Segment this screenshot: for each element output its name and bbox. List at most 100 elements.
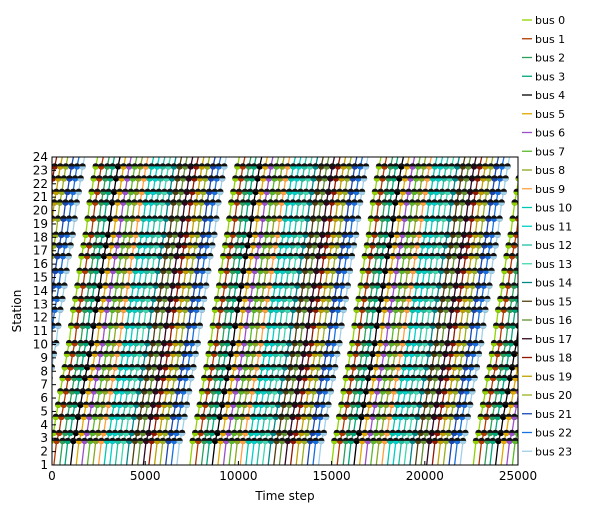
stop-marker [505,413,512,420]
stop-marker [336,231,343,238]
stop-marker [203,242,210,249]
stop-marker [361,429,368,437]
legend-item: bus 1 [522,33,565,46]
stop-marker [69,350,76,358]
stop-marker [139,295,146,303]
stop-marker [178,429,186,437]
stop-marker [455,231,462,238]
stop-marker [340,388,347,395]
stop-marker [222,350,229,358]
stop-marker [466,231,473,238]
stop-marker [286,295,293,303]
stop-marker [128,429,135,437]
stop-marker [515,252,518,260]
stop-marker [99,339,106,347]
stop-marker [492,429,499,437]
stop-marker [114,163,122,170]
stop-marker [157,215,164,222]
stop-marker [456,364,464,371]
stop-marker [81,267,89,274]
stop-marker [350,429,357,437]
stop-marker [290,306,297,313]
stop-marker [363,413,371,420]
stop-marker [241,401,248,408]
stop-marker [403,199,410,206]
legend-label: bus 21 [535,408,572,421]
stop-marker [249,388,256,395]
stop-marker [133,188,140,196]
stop-marker [523,307,529,313]
stop-marker [276,215,283,222]
stop-marker [291,339,298,347]
stop-marker [313,267,320,274]
stop-marker [180,388,187,395]
stop-marker [137,437,144,445]
stop-marker [371,401,379,408]
stop-marker [339,282,346,289]
stop-marker [520,253,526,259]
stop-marker [105,188,112,195]
stop-marker [52,242,57,249]
stop-marker [107,282,115,289]
stop-marker [268,374,275,382]
stop-marker [317,199,324,206]
stop-marker [257,339,265,347]
stop-marker [521,175,527,181]
stop-marker [131,163,138,170]
stop-marker [398,267,406,274]
stop-marker [288,175,295,182]
stop-marker [191,175,198,182]
stop-marker [420,163,427,170]
stop-marker [450,188,457,195]
stop-marker [125,413,132,420]
stop-marker [129,175,136,182]
stop-marker [427,339,434,347]
legend-item: bus 5 [522,108,565,121]
stop-marker [120,163,127,170]
stop-marker [258,188,265,195]
stop-marker [25,340,31,346]
stop-marker [108,350,115,358]
stop-marker [492,199,500,206]
stop-marker [419,282,426,289]
stop-marker [358,413,365,420]
stop-marker [271,388,278,395]
stop-marker [245,374,253,382]
stop-marker [347,413,354,420]
stop-marker [479,215,487,222]
stop-marker [359,374,366,382]
stop-marker [90,215,97,222]
stop-marker [202,282,210,289]
legend-item: bus 7 [522,145,565,158]
stop-marker [287,429,294,437]
stop-marker [196,401,203,408]
stop-marker [375,350,382,358]
stop-marker [197,282,204,289]
stop-marker [445,295,452,303]
stop-marker [169,388,176,395]
stop-marker [517,439,518,443]
stop-marker [347,350,354,358]
stop-marker [55,429,63,437]
stop-marker [442,350,449,358]
stop-marker [363,350,371,358]
stop-marker [254,215,261,222]
stop-marker [395,252,402,260]
stop-marker [247,295,254,303]
stop-marker [466,401,474,408]
stop-marker [244,413,251,420]
stop-marker [406,429,413,437]
stop-marker [101,215,108,222]
stop-marker [106,215,114,222]
stop-marker [333,282,340,289]
stop-marker [351,322,358,329]
stop-marker [223,374,230,382]
stop-marker [387,374,394,382]
stop-marker [485,215,492,222]
stop-marker [419,242,427,249]
stop-marker [524,268,530,274]
stop-marker [239,306,247,313]
stop-marker [287,252,294,260]
legend-item: bus 2 [522,52,565,65]
stop-marker [188,374,195,382]
